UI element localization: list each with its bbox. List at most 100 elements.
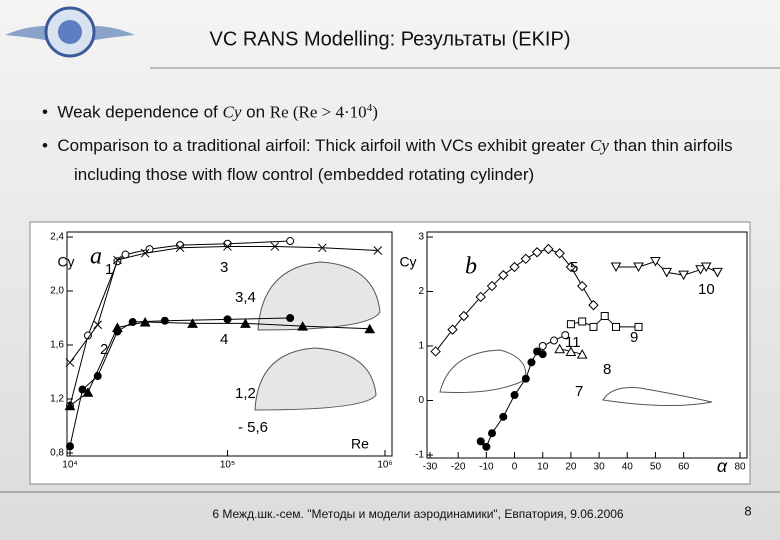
y-tick-label: 3 (418, 232, 424, 243)
marker (93, 320, 103, 330)
marker (64, 400, 76, 411)
y-axis-label: Cy (399, 254, 416, 270)
marker (527, 358, 536, 367)
y-axis-label: Cy (57, 254, 74, 270)
marker (240, 318, 251, 328)
marker (650, 257, 661, 267)
page-number: 8 (744, 503, 751, 518)
marker (576, 349, 588, 359)
x-tick-label: 80 (734, 462, 746, 473)
series-label: 5 (570, 259, 578, 276)
y-tick-label: 2 (418, 286, 424, 297)
annotation: - 5,6 (238, 419, 268, 436)
marker (712, 267, 723, 278)
series-label: 3 (220, 259, 228, 276)
series-label: 1 (105, 261, 113, 278)
y-tick-label: -1 (415, 450, 424, 461)
marker (223, 239, 232, 248)
marker (187, 318, 198, 328)
marker (566, 320, 575, 329)
annotation: a (90, 244, 102, 270)
series-line (69, 240, 291, 406)
marker (476, 437, 485, 446)
marker (565, 346, 577, 356)
figure (29, 221, 751, 485)
y-tick-label: 0 (418, 395, 424, 406)
marker (695, 265, 706, 275)
slide-title: VC RANS Modelling: Результаты (EKIP) (210, 28, 571, 50)
series-label: 11 (565, 334, 581, 351)
marker (634, 322, 643, 331)
marker (561, 331, 570, 340)
x-axis-label: α (717, 456, 728, 476)
marker (65, 358, 75, 367)
text: than thin airfoils including those with … (74, 136, 733, 184)
marker (510, 391, 519, 400)
marker (700, 262, 712, 272)
series-label: 9 (630, 329, 638, 346)
marker (286, 237, 295, 246)
text: Comparison to a traditional airfoil: Thi… (57, 136, 590, 155)
text: on (241, 102, 270, 122)
x-tick-label: 50 (650, 462, 662, 473)
y-tick-label: 1 (418, 341, 424, 352)
text: 4 (366, 102, 373, 114)
bullet: • Weak dependence of Cy on Re (Re > 4·10… (42, 102, 378, 122)
marker (317, 243, 327, 253)
marker (612, 322, 620, 331)
marker (458, 310, 470, 322)
annotation: b (465, 254, 477, 280)
marker (498, 269, 509, 281)
marker (486, 280, 498, 292)
series-label: 8 (603, 361, 611, 378)
x-tick-label: 0 (512, 462, 518, 473)
marker (482, 442, 491, 451)
marker (175, 243, 185, 253)
marker (543, 243, 554, 255)
marker (140, 248, 150, 258)
marker (499, 412, 508, 421)
x-tick-label: 10 (537, 462, 549, 473)
text: Cy (222, 102, 242, 122)
marker (78, 385, 87, 394)
text: Cy (589, 136, 609, 155)
x-tick-label: -10 (479, 462, 494, 473)
x-tick-label: 10⁶ (377, 460, 392, 471)
marker (364, 323, 376, 334)
marker (373, 246, 383, 255)
marker (488, 429, 496, 438)
plot-frame (66, 231, 393, 457)
marker (475, 291, 486, 303)
marker (509, 261, 520, 273)
marker (610, 262, 622, 272)
marker (554, 343, 565, 354)
x-tick-label: 60 (678, 462, 690, 473)
x-tick-label: -20 (451, 462, 466, 473)
series-label: 4 (220, 331, 228, 348)
marker (550, 336, 558, 345)
marker (112, 322, 123, 332)
marker (297, 321, 309, 331)
x-axis-label: Re (351, 436, 369, 452)
marker (661, 267, 673, 278)
marker (538, 342, 547, 350)
y-tick-label: 2,0 (50, 286, 64, 297)
marker (113, 255, 122, 265)
footer-text: 6 Межд.шк.-сем. "Методы и модели аэродин… (212, 507, 624, 521)
marker (176, 241, 185, 250)
series-label: 7 (575, 383, 583, 400)
annotation: 3,4 (235, 289, 256, 306)
marker (600, 312, 609, 321)
marker (588, 299, 599, 311)
series-label: 10 (698, 281, 715, 298)
x-tick-label: -30 (423, 462, 438, 473)
marker (66, 442, 74, 451)
marker (430, 346, 441, 357)
marker (538, 350, 547, 359)
airfoils (254, 261, 713, 411)
marker (270, 242, 280, 251)
marker (565, 261, 577, 273)
y-tick-label: 1,6 (50, 340, 64, 351)
